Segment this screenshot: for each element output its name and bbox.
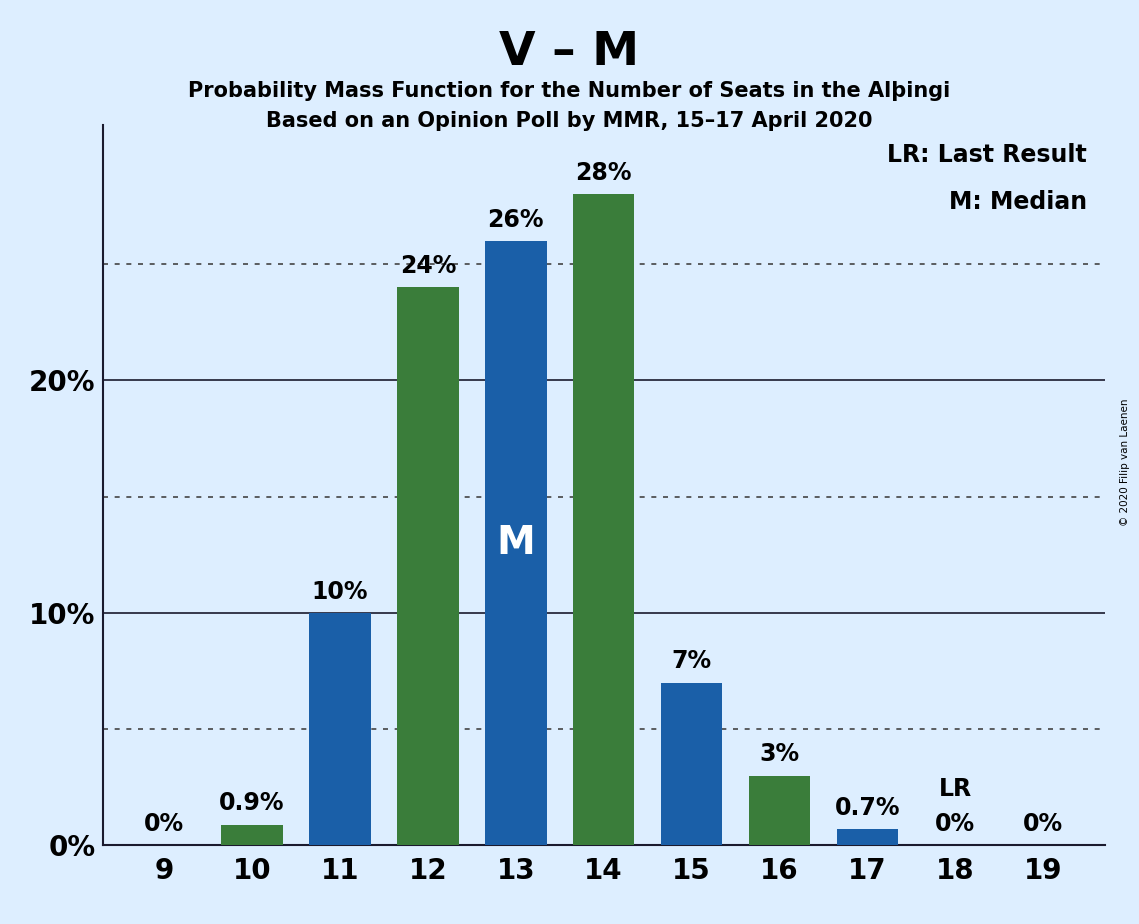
Text: 0.7%: 0.7% xyxy=(835,796,900,820)
Text: 0%: 0% xyxy=(935,812,975,836)
Text: © 2020 Filip van Laenen: © 2020 Filip van Laenen xyxy=(1120,398,1130,526)
Text: V – M: V – M xyxy=(499,30,640,75)
Text: 7%: 7% xyxy=(672,650,712,674)
Text: M: M xyxy=(497,524,535,562)
Bar xyxy=(221,824,282,845)
Text: LR: LR xyxy=(939,777,972,801)
Text: 26%: 26% xyxy=(487,208,544,232)
Text: 28%: 28% xyxy=(575,161,632,185)
Text: M: Median: M: Median xyxy=(949,189,1088,213)
Bar xyxy=(837,829,899,845)
Bar xyxy=(309,613,370,845)
Text: 24%: 24% xyxy=(400,254,456,278)
Text: 10%: 10% xyxy=(312,579,368,603)
Text: Probability Mass Function for the Number of Seats in the Alþingi: Probability Mass Function for the Number… xyxy=(188,81,951,102)
Bar xyxy=(573,194,634,845)
Text: 0%: 0% xyxy=(144,812,185,836)
Text: LR: Last Result: LR: Last Result xyxy=(887,143,1088,167)
Text: 0.9%: 0.9% xyxy=(219,791,285,815)
Text: Based on an Opinion Poll by MMR, 15–17 April 2020: Based on an Opinion Poll by MMR, 15–17 A… xyxy=(267,111,872,131)
Text: 3%: 3% xyxy=(760,742,800,766)
Bar xyxy=(485,241,547,845)
Text: 0%: 0% xyxy=(1023,812,1064,836)
Bar xyxy=(661,683,722,845)
Bar xyxy=(748,776,810,845)
Bar xyxy=(398,287,459,845)
